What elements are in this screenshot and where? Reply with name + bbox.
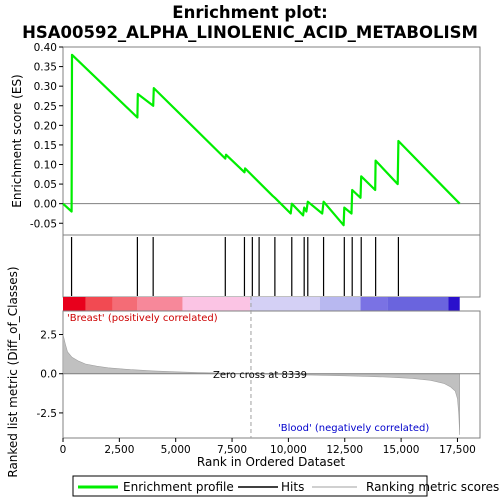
xtick-label: 2,500 bbox=[104, 444, 134, 456]
label-positive-class: 'Breast' (positively correlated) bbox=[67, 313, 218, 324]
heatmap-segment bbox=[137, 297, 183, 311]
xtick-label: 15,000 bbox=[383, 444, 420, 456]
ranking-heatmap bbox=[63, 297, 460, 311]
legend-box bbox=[72, 475, 428, 497]
metric-ytick-label: 0.0 bbox=[40, 369, 57, 381]
es-panel: 0.40 0.35 0.30 0.25 0.20 0.15 0.10 0.05 0.00 -0.0… bbox=[10, 42, 481, 236]
legend: Enrichment profile Hits Ranking metric s… bbox=[72, 475, 499, 497]
metric-ytick-label: -2.5 bbox=[37, 408, 58, 420]
metric-ylabel: Ranked list metric (Diff_of_Classes) bbox=[6, 266, 20, 477]
chart-title: HSA00592_ALPHA_LINOLENIC_ACID_METABOLISM bbox=[22, 23, 478, 42]
es-ytick-label: -0.05 bbox=[30, 218, 57, 230]
enrichment-profile-line bbox=[62, 53, 461, 227]
heatmap-segment bbox=[387, 297, 449, 311]
heatmap-segment bbox=[319, 297, 361, 311]
xtick-label: 10,000 bbox=[270, 444, 307, 456]
heatmap-segment bbox=[448, 297, 460, 311]
heatmap-segment bbox=[112, 297, 138, 311]
heatmap-segment bbox=[85, 297, 113, 311]
es-ytick-label: 0.15 bbox=[34, 140, 57, 152]
es-ytick-label: 0.40 bbox=[34, 42, 57, 54]
xlabel: Rank in Ordered Dataset bbox=[197, 455, 345, 469]
heatmap-segment bbox=[250, 297, 320, 311]
xtick-label: 12,500 bbox=[326, 444, 363, 456]
heatmap-segment bbox=[360, 297, 388, 311]
metric-ytick-label: 2.5 bbox=[40, 330, 57, 342]
es-ytick-label: 0.25 bbox=[34, 101, 57, 113]
chart-title-line1: Enrichment plot: bbox=[172, 3, 327, 22]
xtick-label: 7,500 bbox=[217, 444, 247, 456]
xtick-label: 0 bbox=[60, 444, 67, 456]
zero-cross-label: Zero cross at 8339 bbox=[213, 370, 307, 381]
hits-panel bbox=[62, 234, 481, 298]
legend-label-metric: Ranking metric scores bbox=[366, 480, 499, 494]
es-ytick-label: 0.10 bbox=[34, 160, 57, 172]
es-ytick-label: 0.35 bbox=[34, 62, 57, 74]
es-ytick-label: 0.20 bbox=[34, 120, 57, 132]
legend-label-enrichment: Enrichment profile bbox=[123, 480, 234, 494]
heatmap-segment bbox=[63, 297, 86, 311]
hits-frame bbox=[62, 234, 481, 298]
xtick-label: 17,500 bbox=[439, 444, 476, 456]
es-ytick-label: 0.00 bbox=[34, 199, 57, 211]
heatmap-segment bbox=[182, 297, 251, 311]
es-plot-frame bbox=[62, 46, 481, 236]
es-ytick-label: 0.30 bbox=[34, 81, 57, 93]
es-ylabel: Enrichment score (ES) bbox=[10, 74, 24, 207]
ranking-metric-area bbox=[62, 334, 460, 435]
metric-panel: 2.5 0.0 -2.5 0 2,500 5,000 7,500 10,000 12,500 1… bbox=[6, 266, 481, 478]
legend-label-hits: Hits bbox=[281, 480, 304, 494]
xtick-label: 5,000 bbox=[161, 444, 191, 456]
label-negative-class: 'Blood' (negatively correlated) bbox=[278, 423, 429, 434]
es-ytick-label: 0.05 bbox=[34, 179, 57, 191]
